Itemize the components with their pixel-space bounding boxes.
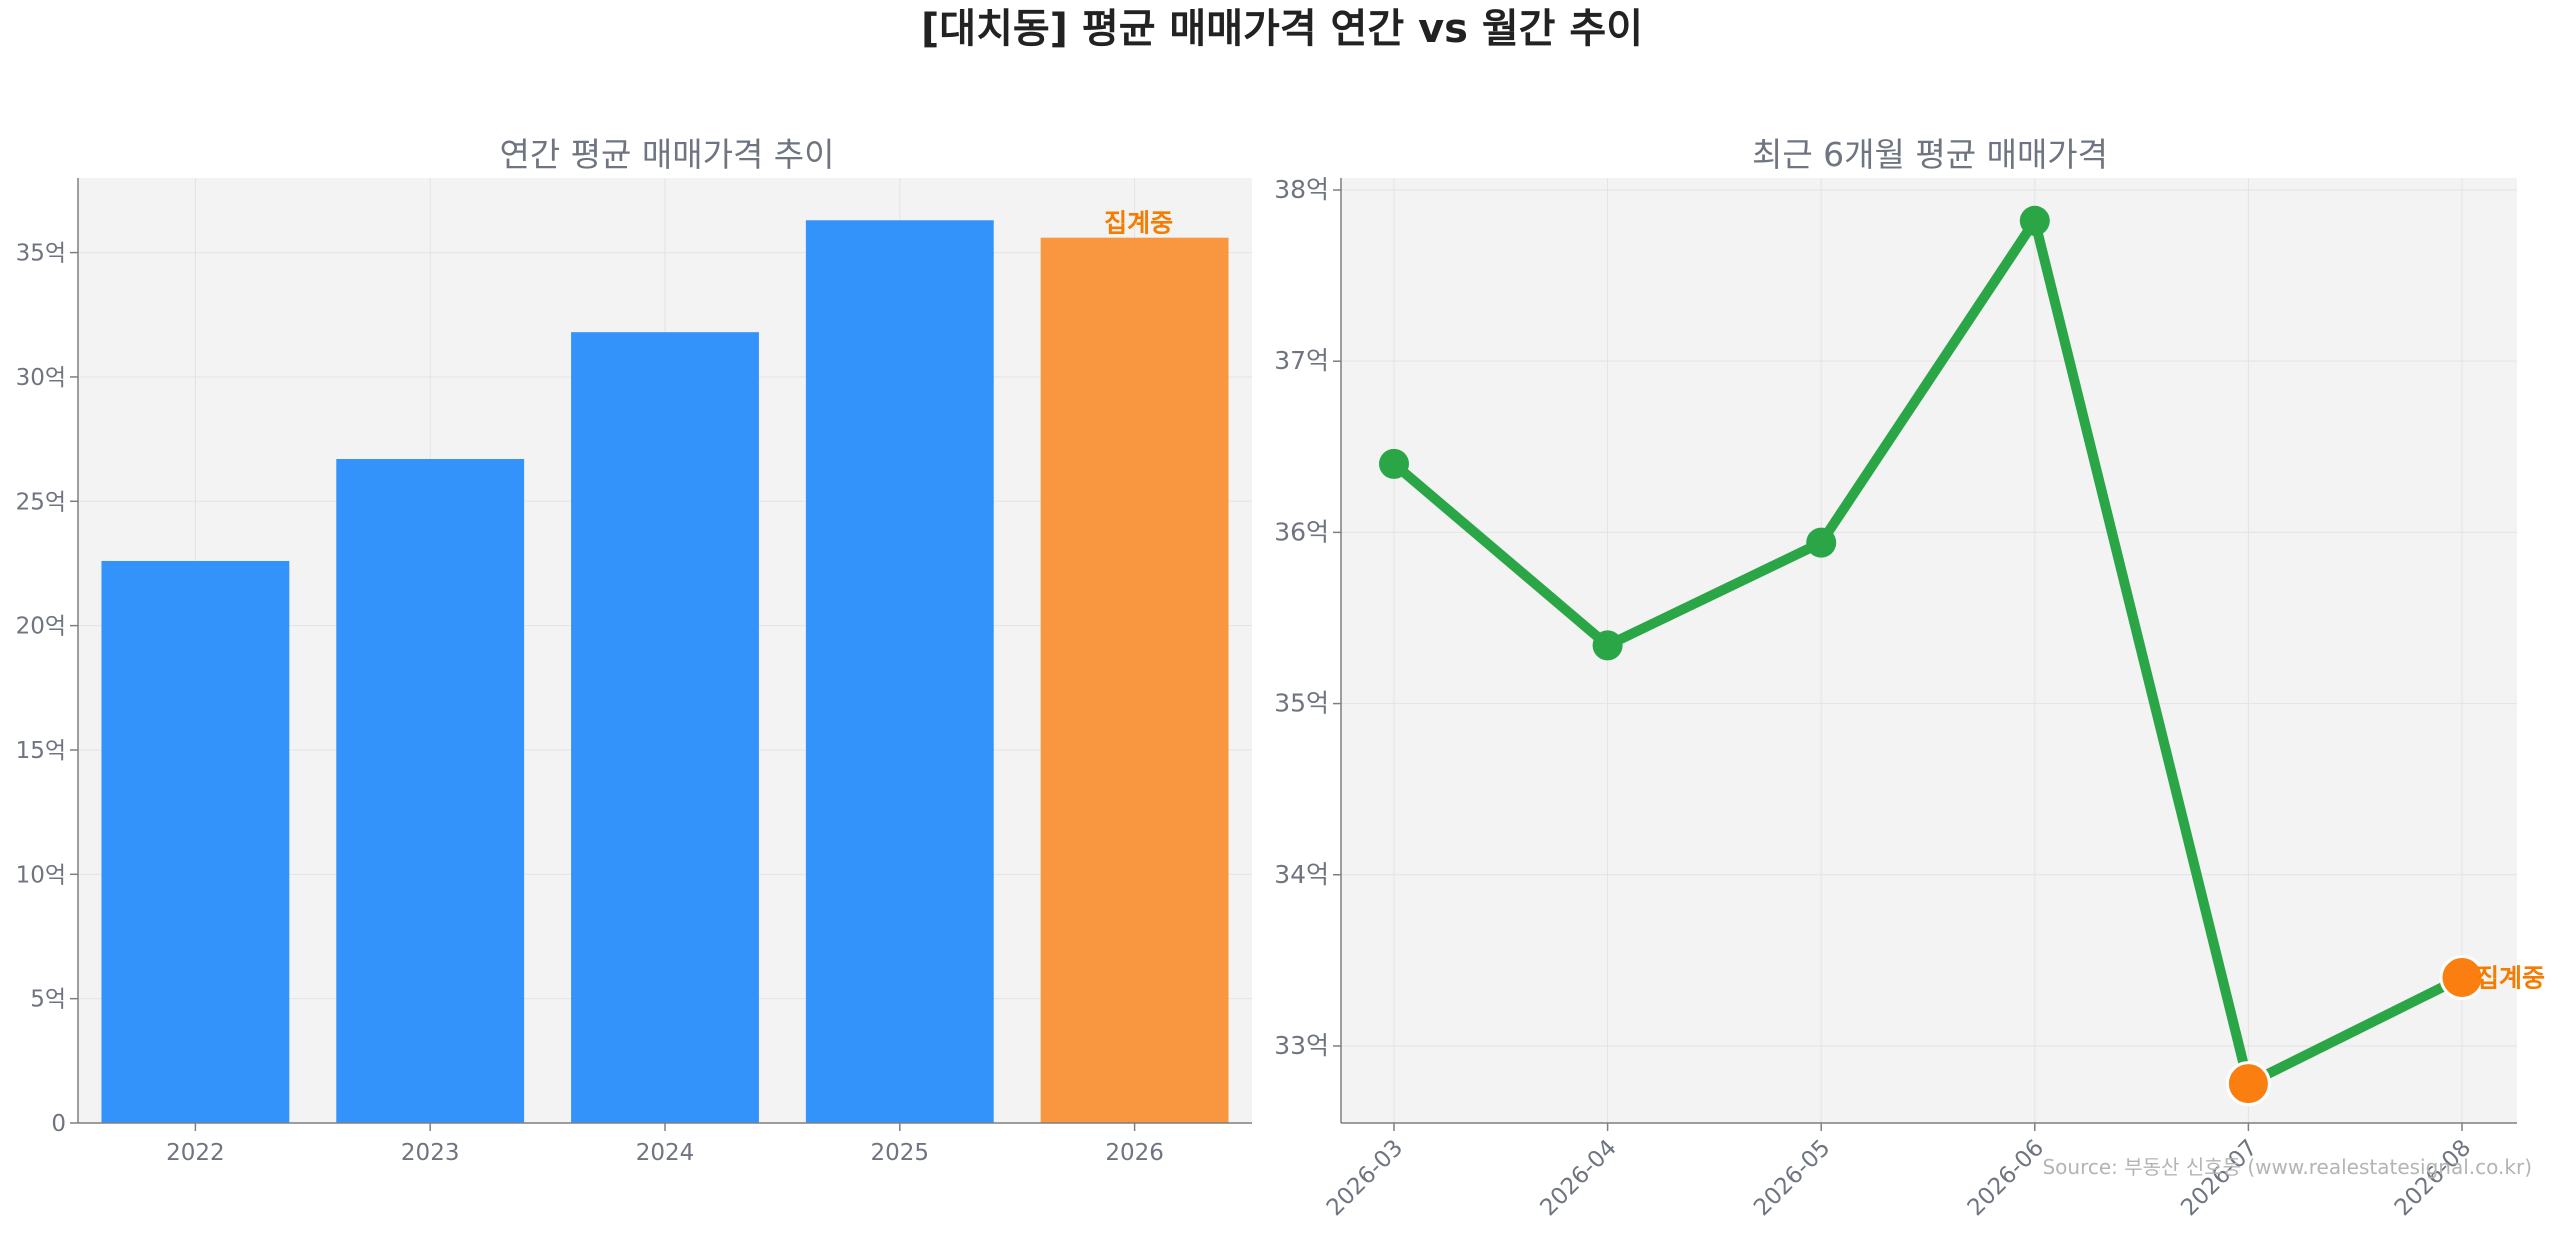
bar (336, 459, 525, 1123)
bar-ytick-label: 25억 (16, 489, 66, 515)
line-plot-area (1341, 178, 2517, 1123)
bar (571, 332, 759, 1123)
bar-ytick-label: 5억 (30, 987, 66, 1013)
line-point (1379, 448, 1409, 479)
line-ytick-label: 36억 (1274, 517, 1329, 546)
bar-ytick-label: 20억 (16, 614, 66, 640)
line-point-partial (2439, 954, 2485, 1000)
line-ytick-label: 37억 (1274, 346, 1329, 375)
line-point (1592, 630, 1623, 661)
figure-title: [대치동] 평균 매매가격 연간 vs 월간 추이 (921, 6, 1643, 52)
source-note: Source: 부동산 신호등 (www.realestatesignal.co… (2042, 1155, 2532, 1179)
bar-xtick-label: 2024 (636, 1140, 695, 1166)
line-series (1389, 215, 2467, 1089)
line-xtick-label: 2026-05 (1749, 1135, 1835, 1221)
bar-2026-partial (1040, 237, 1229, 1123)
bar-ytick-label: 35억 (16, 241, 66, 267)
line-annotation: 집계중 (2476, 963, 2545, 992)
bar-chart: 0 5억 10억 15억 20억 25억 30억 35억 2022 2023 2024 2025 202… (16, 178, 1252, 1166)
bar-xtick-label: 2026 (1105, 1140, 1164, 1166)
line-ytick-label: 35억 (1274, 689, 1329, 718)
line-xtick-label: 2026-04 (1535, 1135, 1621, 1221)
line-point-partial (2225, 1061, 2271, 1107)
bar-ytick-label: 30억 (16, 365, 66, 391)
bar-ytick-label: 0 (51, 1111, 66, 1137)
line-ytick-label: 33억 (1274, 1031, 1329, 1060)
line-point (1806, 527, 1837, 558)
bar (805, 220, 994, 1124)
bar-xtick-label: 2025 (871, 1140, 930, 1166)
bar-ytick-label: 10억 (16, 862, 66, 888)
bar-xtick-label: 2023 (401, 1140, 460, 1166)
line-chart-title: 최근 6개월 평균 매매가격 (1752, 135, 2108, 174)
line-xtick-label: 2026-03 (1322, 1135, 1408, 1221)
line-point (2019, 205, 2050, 236)
bar-xtick-label: 2022 (166, 1140, 225, 1166)
line-ytick-label: 38억 (1274, 175, 1329, 204)
bar-chart-title: 연간 평균 매매가격 추이 (499, 135, 834, 174)
line-xtick-label: 2026-06 (1963, 1135, 2049, 1221)
bar (101, 560, 290, 1123)
bar-ytick-label: 15억 (16, 738, 66, 764)
bar-annotation: 집계중 (1104, 209, 1173, 238)
line-ytick-label: 34억 (1274, 860, 1329, 889)
